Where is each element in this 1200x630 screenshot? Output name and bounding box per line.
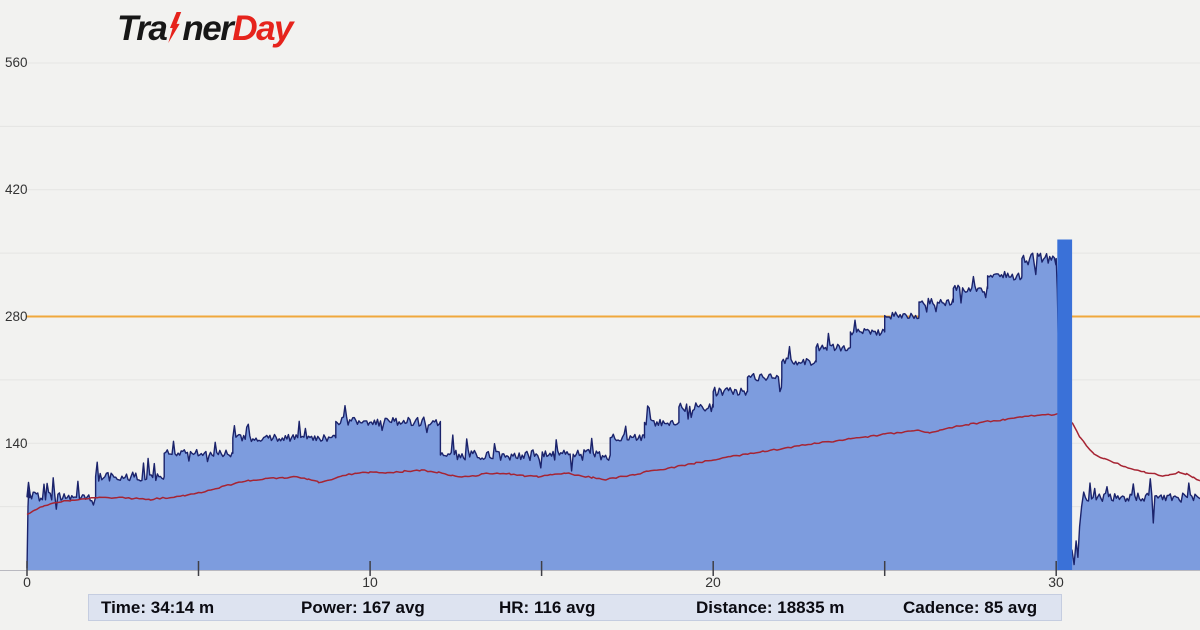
logo-text-day: Day: [232, 9, 293, 48]
stats-bar: Time: 34:14 m Power: 167 avg HR: 116 avg…: [88, 594, 1062, 621]
x-axis-label-30: 30: [1048, 574, 1064, 590]
trainerday-logo: Tra ner Day: [117, 9, 294, 48]
logo-text-tra: Tra: [117, 9, 168, 48]
x-axis-label-0: 0: [23, 574, 31, 590]
y-axis-label-420: 420: [5, 182, 28, 197]
stat-cadence: Cadence: 85 avg: [903, 598, 1038, 617]
y-axis-label-280: 280: [5, 309, 28, 324]
x-axis-label-10: 10: [362, 574, 378, 590]
stat-power: Power: 167 avg: [301, 598, 425, 617]
x-axis-label-20: 20: [705, 574, 721, 590]
lightning-bolt-icon: [168, 12, 182, 43]
y-axis-label-140: 140: [5, 436, 28, 451]
stat-distance: Distance: 18835 m: [696, 598, 845, 617]
logo-text-ner: ner: [182, 9, 233, 48]
y-axis-label-560: 560: [5, 55, 28, 70]
stat-hr: HR: 116 avg: [499, 598, 596, 617]
stat-time: Time: 34:14 m: [101, 598, 215, 617]
